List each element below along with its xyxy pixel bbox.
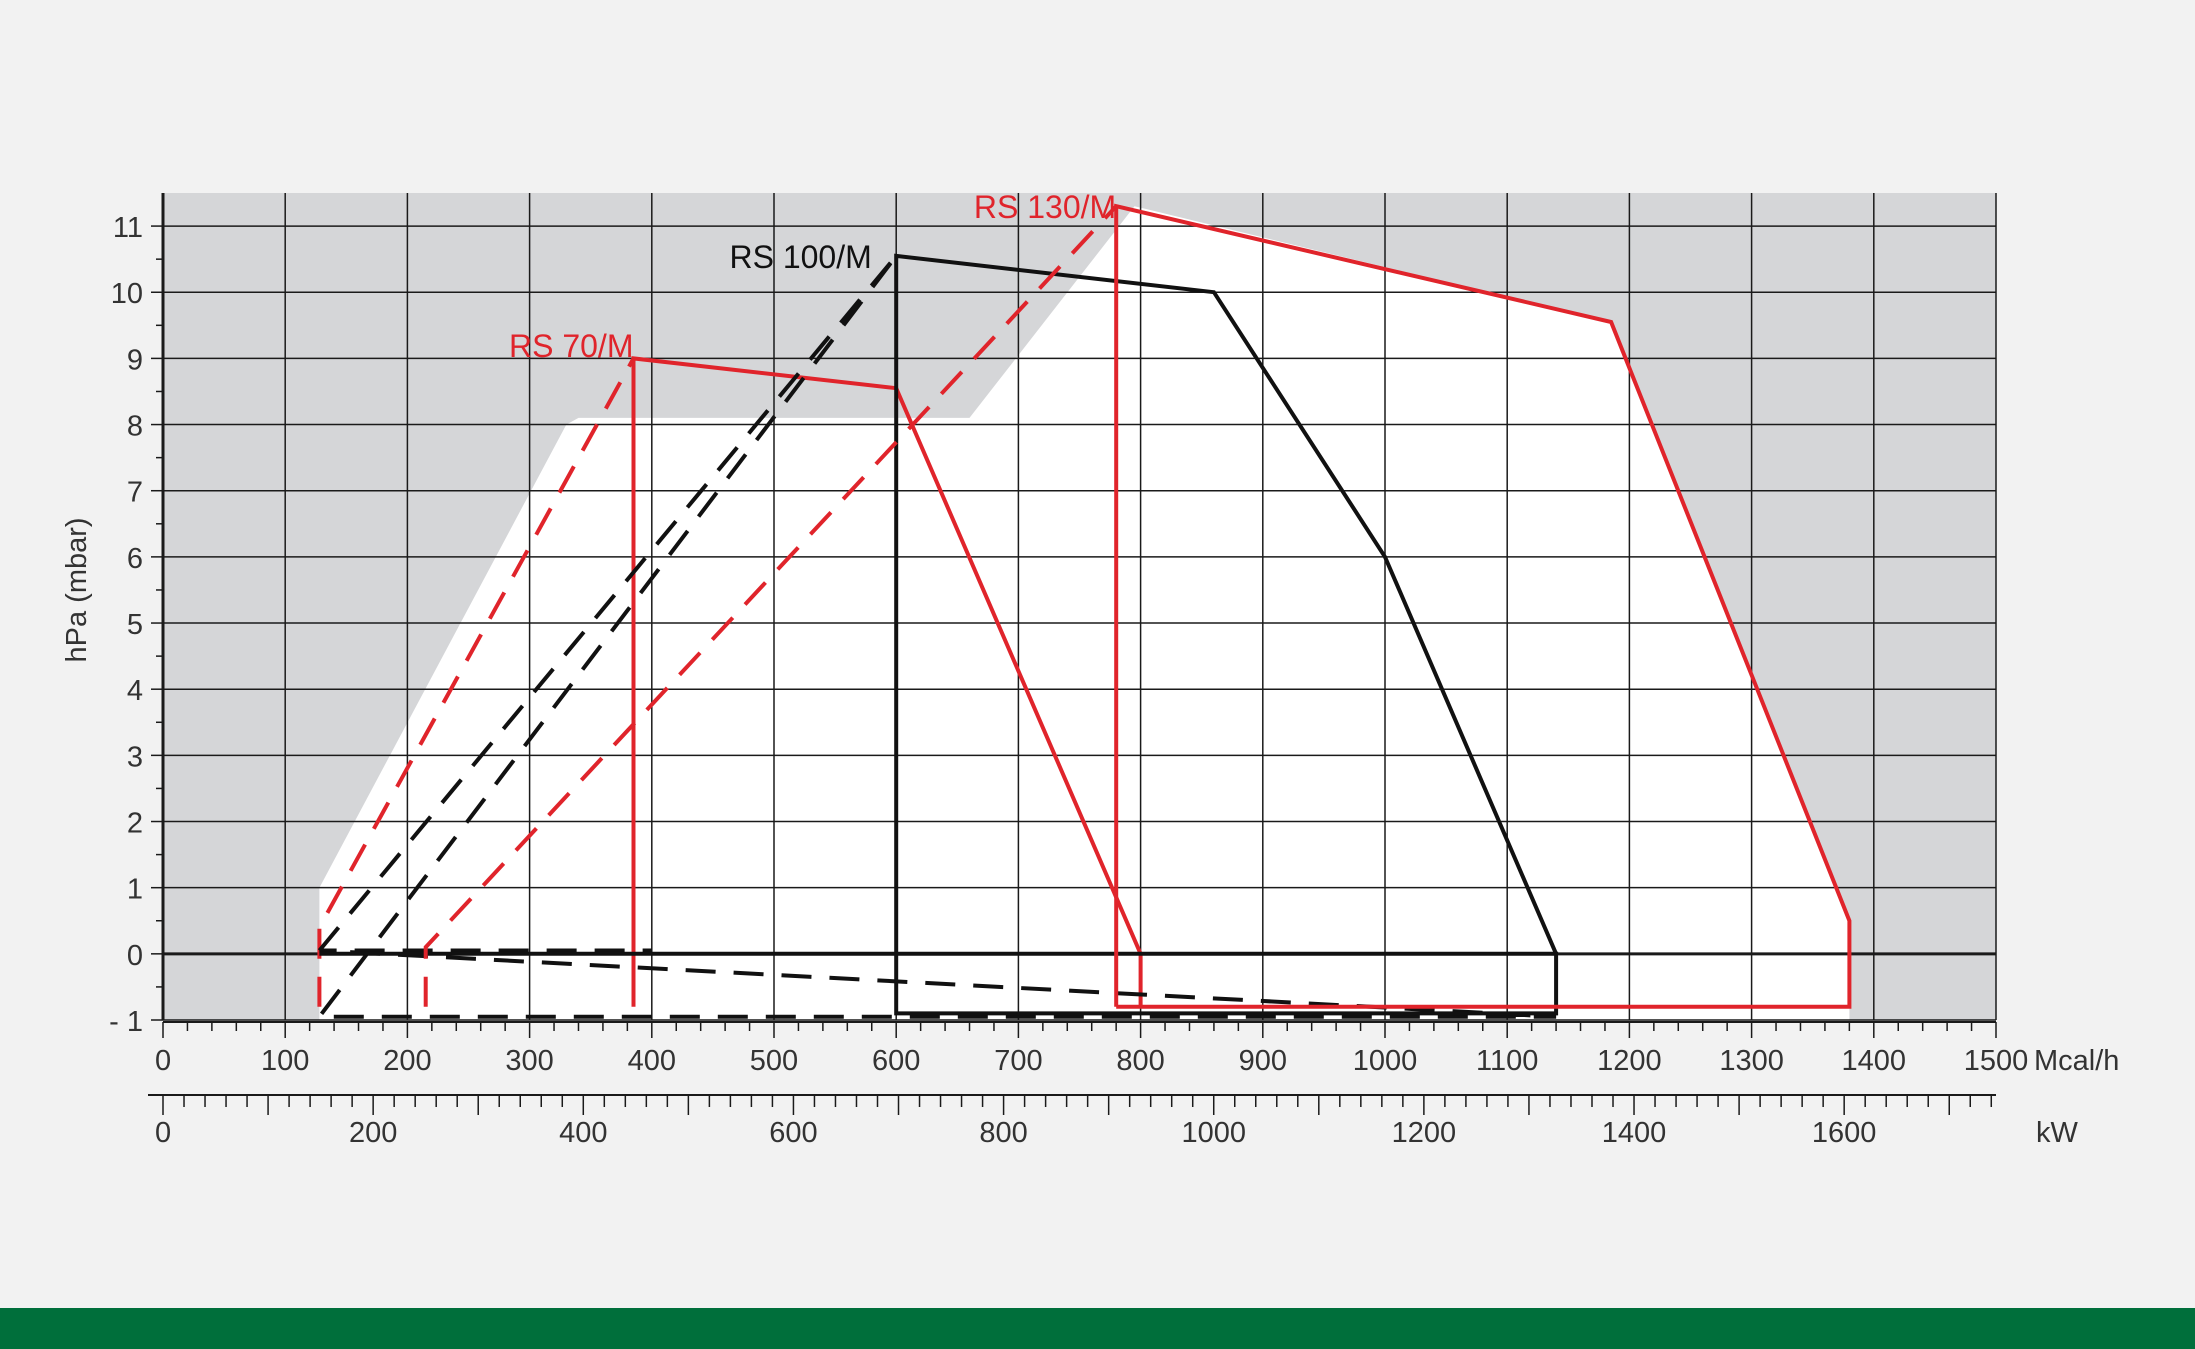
y-tick-label: 6 xyxy=(127,543,143,575)
grid xyxy=(163,193,1997,1021)
y-tick-label: 9 xyxy=(127,344,143,376)
x-unit-kw: kW xyxy=(2036,1117,2079,1149)
x-tick-label-mcal: 100 xyxy=(261,1045,309,1077)
burner-firing-range-chart: RS 70/M RS 100/M RS 130/M - 1 0 1 2 3 4 5 6 7 8 9 10 11… xyxy=(61,189,2119,1149)
series-rs-100-m xyxy=(315,253,1559,1019)
x-tick-label-mcal: 300 xyxy=(505,1045,553,1077)
x-unit-mcal: Mcal/h xyxy=(2034,1045,2119,1077)
x-tick-label-mcal: 600 xyxy=(872,1045,920,1077)
series-solid-line xyxy=(319,253,1559,1016)
x-tick-label-kw: 1600 xyxy=(1812,1117,1877,1149)
x-tick-label-kw: 600 xyxy=(769,1117,817,1149)
series-label: RS 70/M xyxy=(509,328,633,364)
y-tick-label: 8 xyxy=(127,411,143,443)
x-tick-label-kw: 1000 xyxy=(1181,1117,1246,1149)
x-tick-label-mcal: 1300 xyxy=(1719,1045,1784,1077)
x-tick-label-mcal: 1400 xyxy=(1842,1045,1907,1077)
series-solid-line xyxy=(1114,203,1852,1009)
x-tick-label-mcal: 800 xyxy=(1116,1045,1164,1077)
y-tick-label: 11 xyxy=(113,212,143,244)
y-tick-label: 2 xyxy=(127,808,143,840)
footer-bar xyxy=(0,1308,2195,1349)
x-tick-label-mcal: 1200 xyxy=(1597,1045,1662,1077)
series-dashed-line xyxy=(423,204,1118,1007)
x-tick-label-mcal: 400 xyxy=(628,1045,676,1077)
x-tick-label-mcal: 1100 xyxy=(1476,1045,1538,1077)
series-dashed-line xyxy=(315,254,1557,1019)
y-tick-label: 3 xyxy=(127,741,143,773)
series-label: RS 130/M xyxy=(974,189,1116,225)
y-tick-label: 0 xyxy=(127,940,143,972)
y-tick-label: 7 xyxy=(127,477,143,509)
x-tick-label-kw: 200 xyxy=(349,1117,397,1149)
y-tick-label: - 1 xyxy=(109,1006,143,1038)
x-tick-label-kw: 800 xyxy=(979,1117,1027,1149)
series-label: RS 100/M xyxy=(729,239,871,275)
x-tick-label-mcal: 500 xyxy=(750,1045,798,1077)
x-tick-label-mcal: 900 xyxy=(1239,1045,1287,1077)
y-tick-label: 4 xyxy=(127,675,143,707)
y-tick-label: 5 xyxy=(127,609,143,641)
y-tick-label: 1 xyxy=(127,874,143,906)
series-dashed-line xyxy=(317,357,636,1007)
x-tick-label-kw: 1400 xyxy=(1602,1117,1667,1149)
x-tick-label-mcal: 200 xyxy=(383,1045,431,1077)
x-tick-label-mcal: 700 xyxy=(994,1045,1042,1077)
operating-envelope xyxy=(319,206,1850,1020)
x-tick-label-kw: 400 xyxy=(559,1117,607,1149)
x-tick-label-kw: 0 xyxy=(155,1117,171,1149)
y-axis-label: hPa (mbar) xyxy=(61,517,93,662)
x-tick-label-mcal: 1500 xyxy=(1964,1045,2029,1077)
x-tick-label-mcal: 0 xyxy=(155,1045,171,1077)
x-tick-label-mcal: 1000 xyxy=(1353,1045,1418,1077)
x-tick-label-kw: 1200 xyxy=(1392,1117,1457,1149)
y-tick-label: 10 xyxy=(111,278,143,310)
series-rs-130-m xyxy=(423,203,1852,1009)
